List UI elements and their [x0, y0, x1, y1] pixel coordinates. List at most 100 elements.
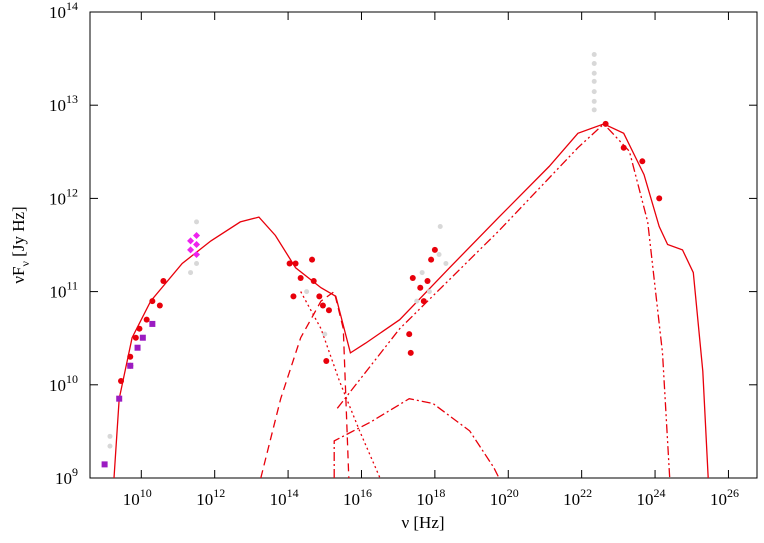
tick-exponent: 16: [360, 486, 372, 500]
tick-exponent: 9: [72, 465, 78, 479]
data-point: [290, 293, 297, 300]
data-point: [194, 261, 200, 267]
data-point: [309, 256, 316, 263]
data-point: [591, 107, 597, 113]
tick-label: 1011: [49, 279, 78, 302]
data-point: [409, 274, 416, 281]
tick-label: 1022: [563, 486, 592, 509]
tick-label: 1014: [270, 486, 299, 509]
data-point: [134, 344, 141, 351]
tick-base: 10: [55, 469, 72, 488]
data-point: [160, 277, 167, 284]
data-point: [304, 289, 310, 295]
data-point: [414, 298, 420, 304]
data-point: [136, 325, 143, 332]
data-point: [591, 61, 597, 67]
data-point: [193, 251, 201, 259]
tick-label: 1013: [49, 92, 78, 115]
tick-label: 1020: [490, 486, 519, 509]
tick-label: 1016: [343, 486, 372, 509]
data-point: [127, 353, 134, 360]
data-point: [639, 158, 646, 165]
model-curve: [113, 123, 709, 478]
data-point: [193, 241, 201, 249]
tick-label: 1014: [49, 0, 78, 22]
data-point: [149, 298, 156, 305]
data-point: [407, 349, 414, 356]
data-point: [297, 274, 304, 281]
tick-exponent: 13: [66, 92, 78, 106]
x-axis-label: ν [Hz]: [401, 513, 444, 532]
tick-label: 1012: [49, 185, 78, 208]
data-point: [316, 293, 323, 300]
data-point: [436, 252, 442, 258]
data-point: [322, 331, 328, 337]
model-curve: [336, 122, 671, 478]
tick-exponent: 11: [66, 279, 78, 293]
tick-label: 1024: [637, 486, 666, 509]
tick-exponent: 20: [507, 486, 519, 500]
plot-frame: [89, 11, 758, 479]
tick-base: 10: [416, 490, 433, 509]
data-point: [143, 316, 150, 323]
tick-base: 10: [49, 283, 66, 302]
data-point: [139, 334, 146, 341]
data-point: [443, 261, 449, 267]
data-point: [591, 51, 597, 57]
data-point: [286, 260, 293, 267]
data-point: [187, 246, 195, 254]
data-point: [132, 334, 139, 341]
tick-exponent: 18: [433, 486, 445, 500]
data-point: [591, 89, 597, 95]
tick-base: 10: [490, 490, 507, 509]
data-point: [188, 270, 194, 276]
data-point: [437, 223, 443, 229]
tick-base: 10: [49, 376, 66, 395]
model-curve: [300, 291, 381, 478]
tick-exponent: 14: [287, 486, 299, 500]
tick-label: 1010: [49, 372, 78, 395]
data-point: [424, 277, 431, 284]
data-point: [406, 331, 413, 338]
model-curve: [260, 290, 350, 478]
y-axis-label: νFν [Jy Hz]: [9, 206, 32, 283]
tick-base: 10: [563, 490, 580, 509]
data-point: [101, 461, 108, 468]
tick-label: 1012: [196, 486, 225, 509]
tick-exponent: 14: [66, 0, 78, 13]
data-point: [656, 195, 663, 202]
tick-exponent: 22: [580, 486, 592, 500]
plot-area: [101, 51, 709, 478]
tick-exponent: 12: [66, 185, 78, 199]
tick-exponent: 26: [727, 486, 739, 500]
tick-exponent: 10: [66, 372, 78, 386]
data-point: [323, 358, 330, 365]
data-point: [107, 443, 113, 449]
data-point: [426, 289, 432, 295]
data-point: [591, 70, 597, 76]
data-point: [118, 377, 125, 384]
data-point: [325, 307, 332, 314]
data-point: [620, 144, 627, 151]
data-point: [419, 270, 425, 276]
data-point: [602, 120, 609, 127]
tick-base: 10: [49, 96, 66, 115]
data-point: [417, 284, 424, 291]
tick-exponent: 12: [213, 486, 225, 500]
data-point: [420, 298, 427, 305]
tick-exponent: 10: [140, 486, 152, 500]
tick-base: 10: [270, 490, 287, 509]
tick-base: 10: [343, 490, 360, 509]
data-point: [292, 260, 299, 267]
y-label-main: νF: [9, 267, 28, 284]
data-point: [310, 277, 317, 284]
data-point: [116, 395, 123, 402]
data-point: [319, 302, 326, 309]
data-point: [428, 256, 435, 263]
model-curve: [333, 398, 500, 478]
tick-base: 10: [196, 490, 213, 509]
tick-base: 10: [123, 490, 140, 509]
data-point: [107, 433, 113, 439]
data-point: [127, 362, 134, 369]
